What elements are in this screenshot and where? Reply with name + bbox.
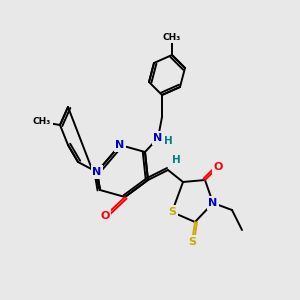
Text: O: O: [100, 211, 110, 221]
Text: S: S: [168, 207, 176, 217]
Text: H: H: [164, 136, 172, 146]
Text: N: N: [92, 167, 102, 177]
Text: N: N: [116, 140, 124, 150]
Text: H: H: [172, 155, 180, 165]
Text: N: N: [208, 198, 217, 208]
Text: O: O: [213, 162, 223, 172]
Text: N: N: [153, 133, 163, 143]
Text: CH₃: CH₃: [33, 118, 51, 127]
Text: CH₃: CH₃: [163, 32, 181, 41]
Text: S: S: [188, 237, 196, 247]
